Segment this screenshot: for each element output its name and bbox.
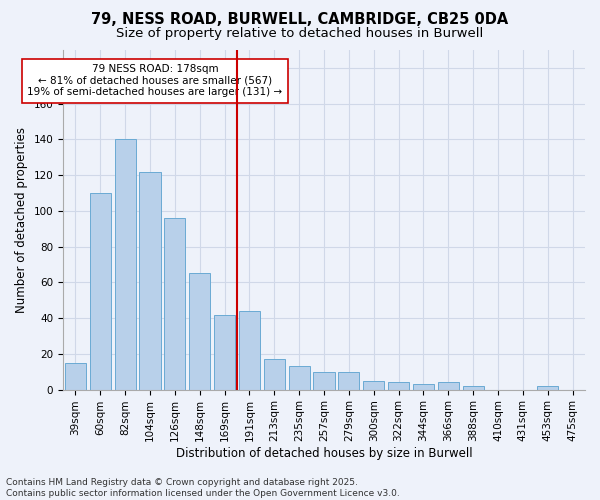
Bar xyxy=(438,382,459,390)
Bar xyxy=(313,372,335,390)
Text: 79, NESS ROAD, BURWELL, CAMBRIDGE, CB25 0DA: 79, NESS ROAD, BURWELL, CAMBRIDGE, CB25 … xyxy=(91,12,509,28)
Bar xyxy=(189,274,210,390)
Bar xyxy=(139,172,161,390)
Bar xyxy=(413,384,434,390)
Bar xyxy=(537,386,558,390)
X-axis label: Distribution of detached houses by size in Burwell: Distribution of detached houses by size … xyxy=(176,447,472,460)
Bar xyxy=(164,218,185,390)
Bar xyxy=(338,372,359,390)
Bar xyxy=(239,311,260,390)
Text: Size of property relative to detached houses in Burwell: Size of property relative to detached ho… xyxy=(116,28,484,40)
Bar xyxy=(463,386,484,390)
Text: Contains HM Land Registry data © Crown copyright and database right 2025.
Contai: Contains HM Land Registry data © Crown c… xyxy=(6,478,400,498)
Y-axis label: Number of detached properties: Number of detached properties xyxy=(15,127,28,313)
Bar xyxy=(363,380,384,390)
Bar xyxy=(388,382,409,390)
Bar xyxy=(214,314,235,390)
Bar xyxy=(65,363,86,390)
Bar xyxy=(289,366,310,390)
Bar xyxy=(264,359,285,390)
Bar xyxy=(90,193,111,390)
Text: 79 NESS ROAD: 178sqm
← 81% of detached houses are smaller (567)
19% of semi-deta: 79 NESS ROAD: 178sqm ← 81% of detached h… xyxy=(28,64,283,98)
Bar xyxy=(115,140,136,390)
